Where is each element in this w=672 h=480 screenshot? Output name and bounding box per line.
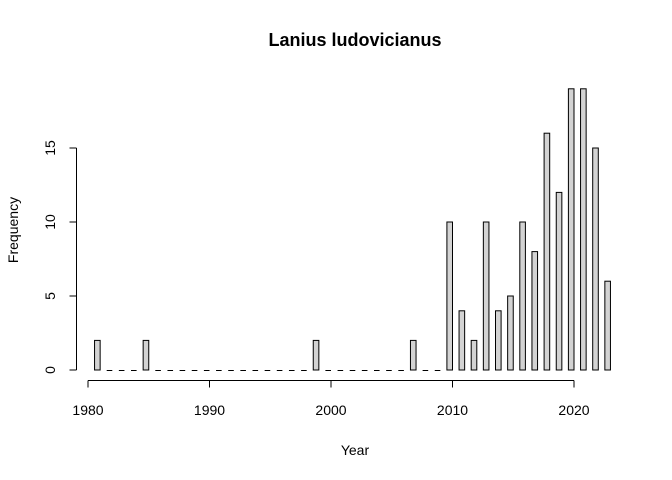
bars-group — [95, 89, 611, 371]
x-axis: 1980 1990 2000 2010 2020 — [72, 381, 589, 419]
y-tick-label-0: 0 — [42, 366, 58, 374]
bar-2011 — [459, 311, 465, 370]
bar-2007 — [410, 340, 416, 370]
bar-2019 — [556, 192, 562, 370]
bar-2014 — [496, 311, 502, 370]
x-tick-label-1990: 1990 — [194, 402, 225, 418]
bar-2015 — [508, 296, 514, 370]
bar-2023 — [605, 281, 611, 370]
y-axis-label: Frequency — [5, 197, 21, 263]
x-tick-label-2000: 2000 — [315, 402, 346, 418]
bar-2012 — [471, 340, 477, 370]
bar-1985 — [143, 340, 149, 370]
bar-1999 — [313, 340, 319, 370]
bar-2013 — [483, 222, 489, 370]
x-tick-label-1980: 1980 — [72, 402, 103, 418]
y-tick-label-5: 5 — [42, 292, 58, 300]
bar-2016 — [520, 222, 526, 370]
x-axis-label: Year — [341, 442, 370, 458]
x-tick-label-2020: 2020 — [558, 402, 589, 418]
bar-1981 — [95, 340, 101, 370]
bar-2021 — [581, 89, 587, 370]
bar-2018 — [544, 133, 550, 370]
bar-2020 — [568, 89, 574, 370]
x-tick-label-2010: 2010 — [437, 402, 468, 418]
chart-title: Lanius ludovicianus — [268, 30, 441, 50]
y-tick-label-10: 10 — [42, 214, 58, 230]
bar-2017 — [532, 252, 538, 370]
y-axis: 0 5 10 15 — [42, 140, 77, 374]
y-tick-label-15: 15 — [42, 140, 58, 156]
bar-2010 — [447, 222, 453, 370]
bar-2022 — [593, 148, 599, 370]
